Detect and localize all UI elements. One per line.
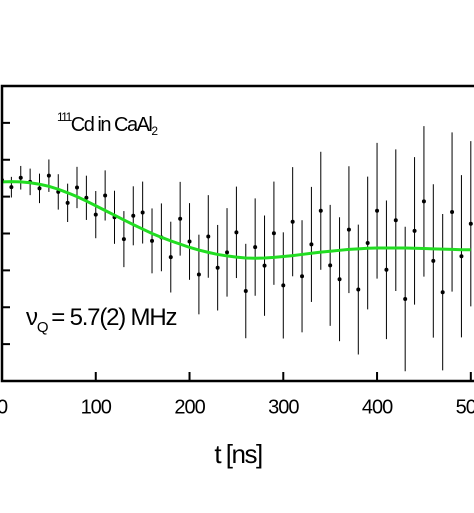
data-point — [431, 258, 436, 263]
data-point — [290, 219, 295, 224]
data-point — [93, 212, 98, 217]
data-point — [37, 186, 42, 191]
data-point — [84, 195, 89, 200]
x-tick-label: 200 — [174, 396, 205, 418]
annotation-sub: 2 — [151, 124, 158, 138]
data-point — [225, 250, 230, 255]
data-point — [468, 221, 473, 226]
data-point — [393, 218, 398, 223]
annotation-main: Cd in CaAl — [71, 114, 153, 136]
data-point — [168, 255, 173, 260]
data-point — [140, 210, 145, 215]
data-point — [365, 240, 370, 245]
data-point — [356, 287, 361, 292]
data-point — [253, 245, 258, 250]
data-point — [9, 185, 14, 190]
data-point — [375, 208, 380, 213]
data-point — [412, 228, 417, 233]
data-point — [243, 289, 248, 294]
data-point — [384, 267, 389, 272]
data-point — [75, 185, 80, 190]
annotation: 111Cd in CaAl2 — [57, 110, 158, 138]
data-point — [206, 234, 211, 239]
data-point — [300, 274, 305, 279]
x-tick-label: 100 — [81, 396, 112, 418]
x-tick-label: 400 — [362, 396, 393, 418]
data-point — [234, 230, 239, 235]
data-point — [459, 254, 464, 259]
data-point — [262, 263, 267, 268]
data-point — [281, 283, 286, 288]
data-point — [196, 272, 201, 277]
data-point — [328, 263, 333, 268]
annotation-sup: 111 — [57, 110, 73, 124]
x-tick-label: 0 — [0, 396, 8, 418]
data-point — [271, 231, 276, 236]
data-point — [318, 208, 323, 213]
x-tick-label: 500 — [456, 396, 474, 418]
data-point — [178, 216, 183, 221]
annotation-rest: = 5.7(2) MHz — [51, 304, 176, 331]
plot-area — [2, 126, 473, 372]
data-point — [309, 242, 314, 247]
data-point — [131, 213, 136, 218]
data-point — [421, 199, 426, 204]
data-point — [450, 209, 455, 214]
data-point — [337, 277, 342, 282]
x-axis-label: t [ns] — [214, 439, 262, 469]
data-point — [65, 200, 70, 205]
data-point — [46, 173, 51, 178]
data-point — [403, 296, 408, 301]
fit-line — [2, 180, 471, 260]
data-point — [215, 265, 220, 270]
annotation-main: ν — [26, 304, 38, 331]
data-point — [150, 238, 155, 243]
data-point — [346, 227, 351, 232]
annotation-sub: Q — [37, 319, 48, 336]
x-tick-label: 300 — [268, 396, 299, 418]
data-point — [121, 237, 126, 242]
data-point — [103, 193, 108, 198]
data-point — [440, 290, 445, 295]
data-point — [187, 239, 192, 244]
data-point — [18, 175, 23, 180]
annotation: νQ = 5.7(2) MHz — [26, 304, 176, 336]
